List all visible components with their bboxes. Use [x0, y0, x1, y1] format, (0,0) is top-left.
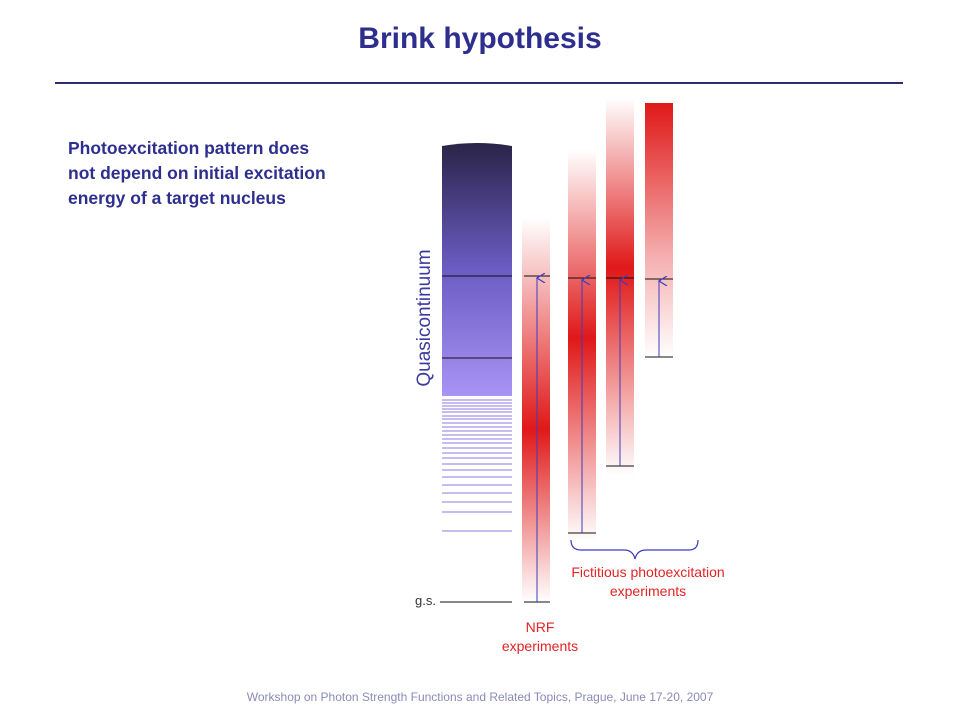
fictitious-label-line-1: Fictitious photoexcitation [571, 564, 725, 580]
fictitious-label-line-2: experiments [609, 583, 687, 599]
ground-state-label: g.s. [415, 593, 436, 608]
nrf-experiments-label: NRF experiments [490, 618, 590, 656]
title-divider [55, 82, 903, 84]
quasicontinuum-block [442, 143, 512, 396]
statement-line-1: Photoexcitation pattern does [68, 138, 310, 158]
statement-line-2: not depend on initial excitation [68, 163, 326, 183]
fictitious-brace [570, 539, 699, 560]
nrf-label-line-1: NRF [525, 619, 555, 635]
nrf-label-line-2: experiments [501, 638, 579, 654]
workshop-footer: Workshop on Photon Strength Functions an… [246, 690, 714, 704]
quasicontinuum-label: Quasicontinuum [414, 249, 435, 387]
discrete-levels [442, 399, 512, 532]
statement-line-3: energy of a target nucleus [68, 188, 286, 208]
fictitious-experiments-label: Fictitious photoexcitation experiments [548, 563, 748, 601]
hypothesis-statement: Photoexcitation pattern does not depend … [68, 136, 398, 211]
slide-title: Brink hypothesis [358, 22, 602, 55]
